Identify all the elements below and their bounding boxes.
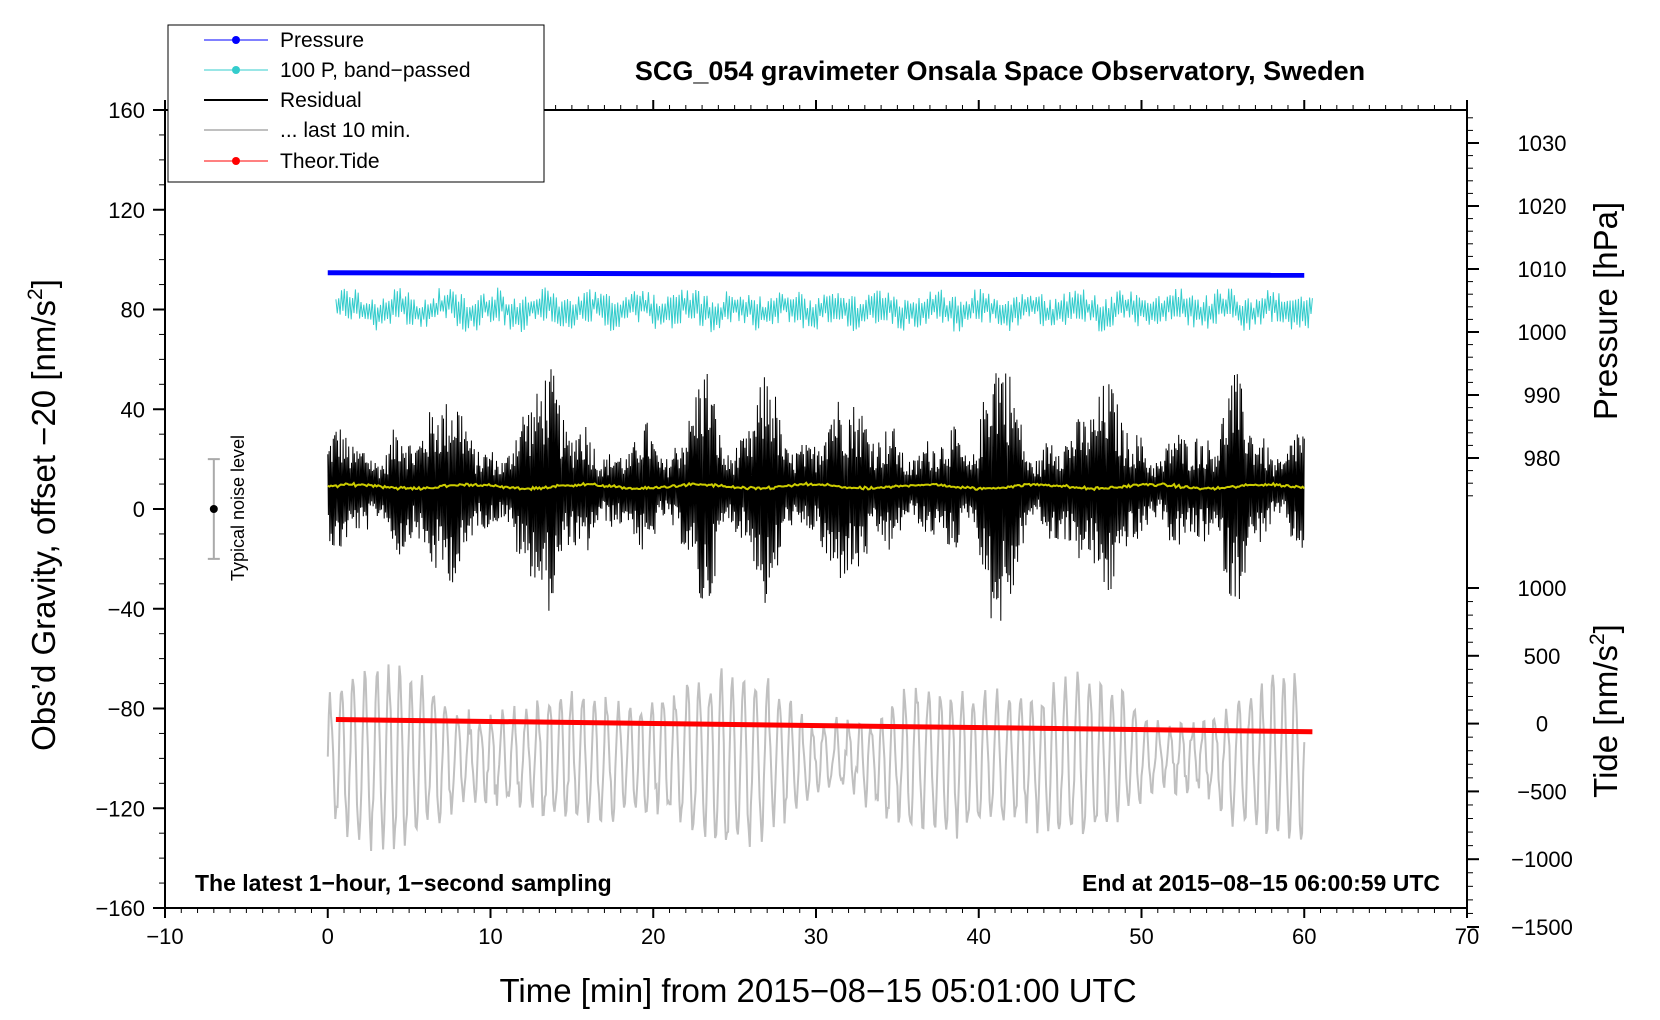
y-axis-title: Obs’d Gravity, offset −20 [nm/s2] <box>24 279 62 751</box>
pressure-tick-label: 1010 <box>1518 257 1567 282</box>
legend-entry-last10: ... last 10 min. <box>204 119 411 142</box>
legend-box <box>167 24 545 183</box>
legend-marker-pressure <box>232 36 240 44</box>
x-tick-label: 10 <box>478 924 502 949</box>
y-axis-title-sup: 2 <box>24 288 47 300</box>
legend-entry-bandpassed: 100 P, band−passed <box>204 59 471 82</box>
x-tick-label: −10 <box>146 924 183 949</box>
pressure-tick-label: 980 <box>1524 446 1561 471</box>
legend-marker-tide <box>232 157 240 165</box>
tide-tick-label: −1500 <box>1511 915 1573 940</box>
x-tick-label: 30 <box>804 924 828 949</box>
sampling-note: The latest 1−hour, 1−second sampling <box>195 870 612 896</box>
y-tick-label: 40 <box>121 397 145 422</box>
y-axis-title-close: ] <box>25 279 62 288</box>
pressure-tick-label: 1000 <box>1518 320 1567 345</box>
tide-axis-title-close: ] <box>1587 624 1624 633</box>
legend-label-last10: ... last 10 min. <box>280 119 411 142</box>
legend-label-pressure: Pressure <box>280 29 364 52</box>
end-time-note: End at 2015−08−15 06:00:59 UTC <box>1082 870 1440 896</box>
tide-axis-title-main: Tide [nm/s <box>1587 645 1624 798</box>
y-tick-label: −80 <box>108 697 145 722</box>
plot-body <box>326 270 1313 852</box>
tide-tick-label: −500 <box>1517 779 1567 804</box>
tide-tick-label: −1000 <box>1511 847 1573 872</box>
y-tick-label: 120 <box>108 198 145 223</box>
noise-label: Typical noise level <box>228 435 248 581</box>
residual-series <box>327 369 1305 621</box>
y-tick-label: −40 <box>108 597 145 622</box>
y-tick-label: 0 <box>133 497 145 522</box>
tide-tick-label: 500 <box>1524 644 1561 669</box>
noise-indicator: Typical noise level <box>207 435 248 581</box>
y-tick-label: 160 <box>108 98 145 123</box>
y-tick-label: 80 <box>121 298 145 323</box>
pressure-series <box>327 270 1305 278</box>
pressure-tick-label: 990 <box>1524 383 1561 408</box>
tide-series <box>335 717 1313 735</box>
x-tick-label: 40 <box>967 924 991 949</box>
pressure-tick-label: 1030 <box>1518 131 1567 156</box>
x-axis-title: Time [min] from 2015−08−15 05:01:00 UTC <box>499 972 1136 1009</box>
tide-tick-label: 1000 <box>1518 576 1567 601</box>
last10-series <box>326 664 1306 852</box>
legend-label-residual: Residual <box>280 89 362 112</box>
x-tick-label: 50 <box>1129 924 1153 949</box>
legend-marker-bandpassed <box>232 66 240 74</box>
x-tick-label: 70 <box>1455 924 1479 949</box>
tide-axis-title: Tide [nm/s2] <box>1586 624 1624 798</box>
tide-axis-title-sup: 2 <box>1586 633 1609 645</box>
y-tick-label: −120 <box>95 796 145 821</box>
y-axis-title-main: Obs’d Gravity, offset −20 [nm/s <box>25 300 62 751</box>
x-tick-label: 0 <box>322 924 334 949</box>
plot-frame <box>164 109 1468 909</box>
legend-label-tide: Theor.Tide <box>280 150 380 173</box>
noise-bar-center <box>209 505 218 513</box>
y-tick-label: −160 <box>95 896 145 921</box>
legend-label-bandpassed: 100 P, band−passed <box>280 59 471 82</box>
bandpassed-series <box>335 287 1313 333</box>
axis-ticks: −10 0 10 20 30 40 50 60 7016012080400−40−80−120−… <box>95 98 1572 949</box>
x-tick-label: 60 <box>1292 924 1316 949</box>
x-tick-label: 20 <box>641 924 665 949</box>
chart-title: SCG_054 gravimeter Onsala Space Observat… <box>635 56 1365 86</box>
legend-entry-residual: Residual <box>204 89 362 112</box>
pressure-axis-title: Pressure [hPa] <box>1587 202 1624 420</box>
residual-smoothed-series <box>327 481 1306 492</box>
legend-entry-tide: Theor.Tide <box>204 150 380 173</box>
tide-tick-label: 0 <box>1536 712 1548 737</box>
legend: Pressure 100 P, band−passed Residual ...… <box>167 24 545 183</box>
pressure-tick-label: 1020 <box>1518 194 1567 219</box>
legend-entry-pressure: Pressure <box>204 29 364 52</box>
